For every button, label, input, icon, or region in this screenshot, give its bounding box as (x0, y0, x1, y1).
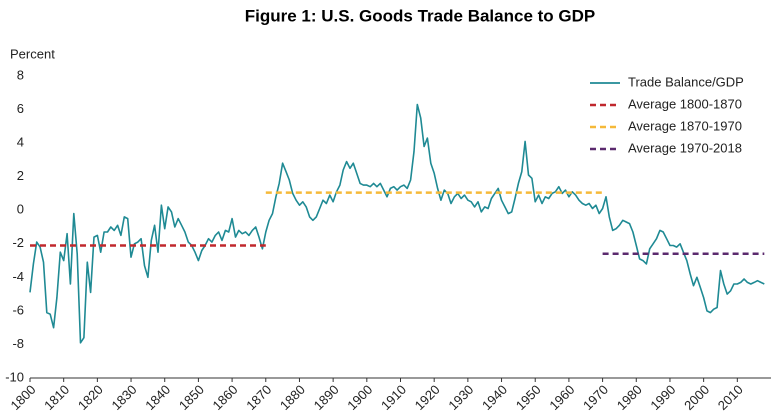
series-line (29, 103, 765, 344)
x-tick-label: 1970 (580, 382, 611, 413)
x-tick-label: 1810 (41, 382, 72, 413)
x-tick-label: 1800 (7, 382, 38, 413)
x-tick-label: 1820 (75, 382, 106, 413)
x-tick-label: 1990 (647, 382, 678, 413)
y-tick-label: 0 (17, 202, 24, 217)
y-tick-label: -6 (12, 302, 24, 317)
x-tick-label: 1870 (243, 382, 274, 413)
x-tick-label: 1950 (513, 382, 544, 413)
x-tick-label: 1910 (378, 382, 409, 413)
x-tick-label: 1940 (479, 382, 510, 413)
y-tick-label: -10 (5, 369, 24, 384)
x-tick-label: 1880 (277, 382, 308, 413)
y-tick-label: 2 (17, 168, 24, 183)
x-tick-label: 2000 (681, 382, 712, 413)
x-tick-label: 1830 (109, 382, 140, 413)
y-tick-label: -8 (12, 336, 24, 351)
x-tick-label: 1850 (176, 382, 207, 413)
x-tick-label: 1920 (412, 382, 443, 413)
y-tick-label: 4 (17, 135, 24, 150)
x-tick-label: 2010 (715, 382, 746, 413)
y-axis-label: Percent (10, 46, 55, 61)
y-tick-label: -4 (12, 269, 24, 284)
y-tick-label: 8 (17, 67, 24, 82)
x-tick-label: 1980 (614, 382, 645, 413)
x-tick-label: 1930 (445, 382, 476, 413)
x-tick-label: 1960 (546, 382, 577, 413)
y-tick-label: 6 (17, 101, 24, 116)
legend-label: Trade Balance/GDP (628, 74, 744, 89)
x-tick-label: 1900 (344, 382, 375, 413)
legend-label: Average 1800-1870 (628, 96, 742, 111)
x-tick-label: 1840 (142, 382, 173, 413)
y-tick-label: -2 (12, 235, 24, 250)
chart-title: Figure 1: U.S. Goods Trade Balance to GD… (245, 6, 595, 25)
legend-label: Average 1970-2018 (628, 140, 742, 155)
x-tick-label: 1890 (311, 382, 342, 413)
x-tick-label: 1860 (210, 382, 241, 413)
legend-label: Average 1870-1970 (628, 118, 742, 133)
